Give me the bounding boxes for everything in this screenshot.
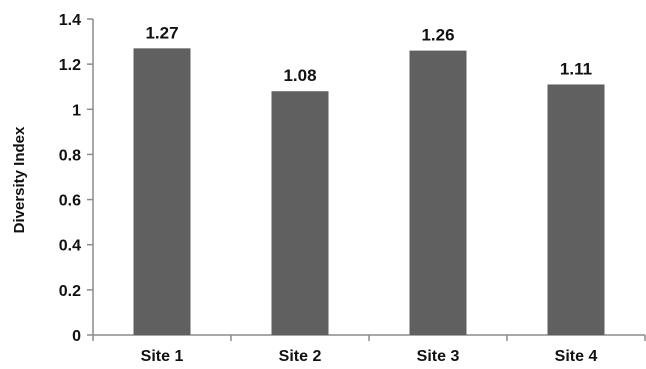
y-axis-title-group: Diversity Index xyxy=(11,126,28,233)
bar xyxy=(547,84,605,335)
data-label: 1.26 xyxy=(421,26,454,45)
y-tick-label: 0 xyxy=(72,328,81,345)
y-tick-label: 1 xyxy=(72,102,81,119)
plot-area: 0 0.2 0.4 0.6 0.8 1 1.2 1.4 1.27 Site 1 1.08 Site 2… xyxy=(59,12,646,365)
bar xyxy=(409,50,467,335)
x-category-label: Site 4 xyxy=(555,348,598,365)
x-category-label: Site 2 xyxy=(279,348,322,365)
y-axis-title: Diversity Index xyxy=(11,126,28,233)
x-category-label: Site 3 xyxy=(417,348,460,365)
data-label: 1.27 xyxy=(145,23,178,42)
y-tick-label: 1.2 xyxy=(59,57,81,74)
y-tick-label: 0.2 xyxy=(59,283,81,300)
y-tick-label: 0.8 xyxy=(59,147,81,164)
bar xyxy=(133,48,191,335)
x-category-label: Site 1 xyxy=(141,348,184,365)
y-tick-label: 1.4 xyxy=(59,12,81,29)
y-tick-label: 0.6 xyxy=(59,193,81,210)
data-label: 1.11 xyxy=(560,59,592,78)
data-label: 1.08 xyxy=(283,66,316,85)
bar xyxy=(271,91,329,335)
y-tick-label: 0.4 xyxy=(59,238,81,255)
